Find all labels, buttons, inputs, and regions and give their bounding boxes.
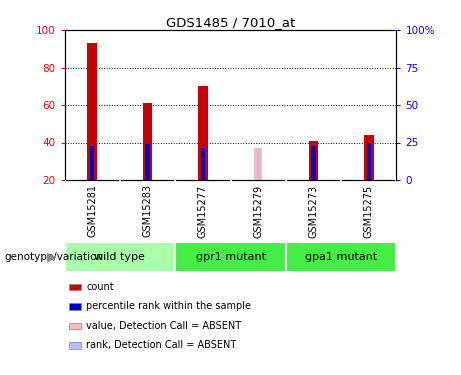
Text: GSM15279: GSM15279 (253, 184, 263, 237)
Bar (198, 86, 208, 180)
Text: gpr1 mutant: gpr1 mutant (195, 252, 266, 262)
Bar (175, 242, 286, 272)
Bar (311, 146, 316, 180)
Bar (364, 135, 374, 180)
Text: GSM15273: GSM15273 (308, 184, 319, 237)
Bar (366, 142, 371, 180)
Title: GDS1485 / 7010_at: GDS1485 / 7010_at (166, 16, 295, 29)
Text: GSM15275: GSM15275 (364, 184, 374, 238)
Bar (145, 144, 150, 180)
Bar (254, 148, 262, 180)
Text: gpa1 mutant: gpa1 mutant (305, 252, 377, 262)
Bar (201, 148, 205, 180)
Text: count: count (86, 282, 114, 292)
Text: wild type: wild type (95, 252, 145, 262)
Text: GSM15281: GSM15281 (87, 184, 97, 237)
Text: GSM15277: GSM15277 (198, 184, 208, 238)
Text: value, Detection Call = ABSENT: value, Detection Call = ABSENT (86, 321, 241, 331)
Bar (87, 43, 97, 180)
Text: ▶: ▶ (47, 251, 56, 263)
Bar (286, 242, 396, 272)
Text: rank, Detection Call = ABSENT: rank, Detection Call = ABSENT (86, 340, 236, 350)
Text: GSM15283: GSM15283 (142, 184, 153, 237)
Bar (90, 146, 95, 180)
Bar (142, 103, 153, 180)
Text: genotype/variation: genotype/variation (5, 252, 104, 262)
Text: percentile rank within the sample: percentile rank within the sample (86, 302, 251, 311)
Bar (256, 148, 260, 180)
Bar (65, 242, 175, 272)
Bar (308, 141, 319, 180)
